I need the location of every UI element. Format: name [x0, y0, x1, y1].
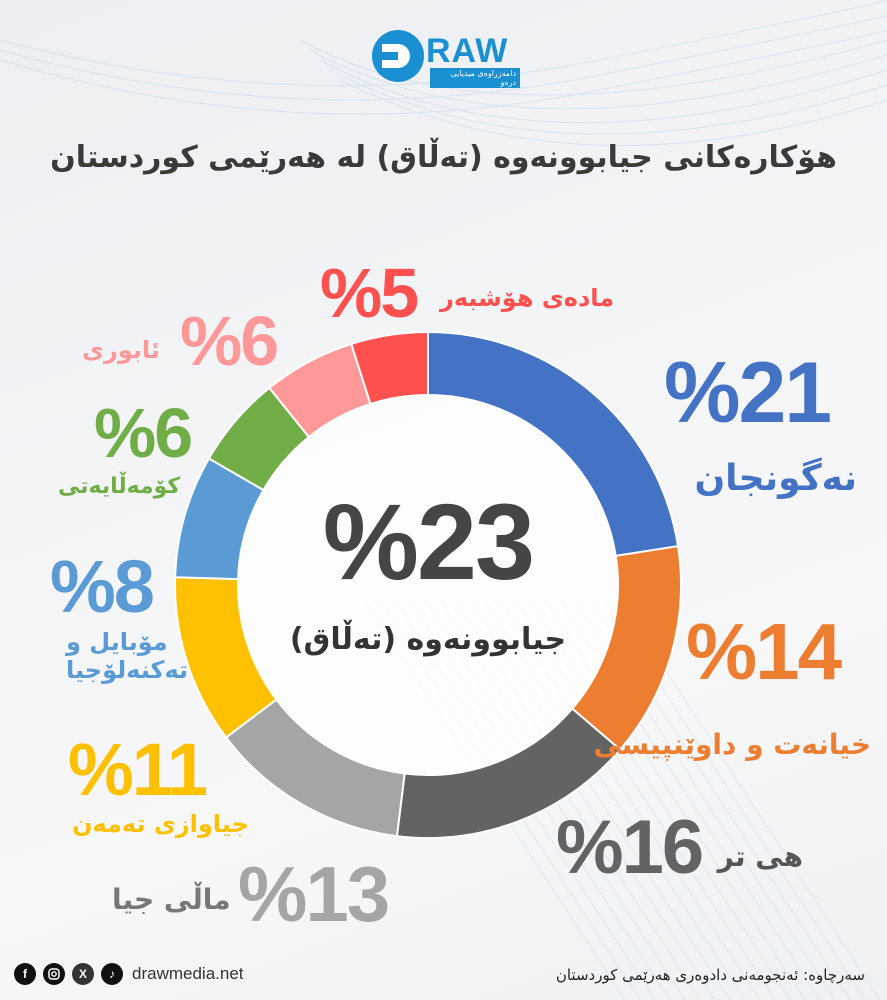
pct-separate-home: %13 [238, 850, 390, 938]
pct-drugs: %5 [320, 254, 419, 332]
pct-social: %6 [94, 394, 193, 472]
x-icon[interactable]: X [72, 963, 94, 985]
pct-age-gap: %11 [68, 728, 208, 811]
center-percentage: %23 [322, 481, 535, 602]
label-infidelity: خیانەت و داوێنپیسی [593, 728, 871, 761]
pct-infidelity: %14 [686, 607, 842, 696]
draw-logo: RAW دامەزراوەی میدیایی درەو [370, 28, 520, 88]
label-other: هی تر [717, 840, 803, 873]
label-social: کۆمەڵایەتی [58, 474, 181, 499]
source-note: سەرچاوە: ئەنجومەنی دادوەری هەرێمی کوردست… [555, 966, 865, 984]
label-incompatibility: نەگونجان [694, 458, 857, 499]
logo-tagline: دامەزراوەی میدیایی درەو [430, 68, 520, 88]
label-separate-home: ماڵی جیا [112, 883, 231, 916]
website-link[interactable]: drawmedia.net [132, 964, 244, 983]
label-mobile-tech-line1: مۆبایل و [66, 628, 168, 656]
logo-text: RAW [426, 32, 509, 70]
pct-mobile-tech: %8 [50, 545, 155, 628]
page-title: هۆکارەکانی جیابوونەوە (تەڵاق) لە هەرێمی … [50, 140, 837, 175]
label-mobile-tech-line2: تەکنەلۆجیا [66, 656, 189, 684]
instagram-icon[interactable] [43, 963, 65, 985]
pct-incompatibility: %21 [664, 345, 832, 441]
pct-other: %16 [556, 805, 704, 890]
social-links: f X ♪ drawmedia.net [14, 963, 244, 985]
donut-segment [350, 330, 429, 406]
label-economic: ئابوری [82, 336, 160, 364]
label-age-gap: جیاوازی تەمەن [72, 810, 249, 838]
tiktok-icon[interactable]: ♪ [101, 963, 123, 985]
label-drugs: مادەی هۆشبەر [440, 284, 615, 312]
pct-economic: %6 [180, 302, 279, 380]
center-label: جیابوونەوە (تەڵاق) [289, 622, 567, 657]
facebook-icon[interactable]: f [14, 963, 36, 985]
